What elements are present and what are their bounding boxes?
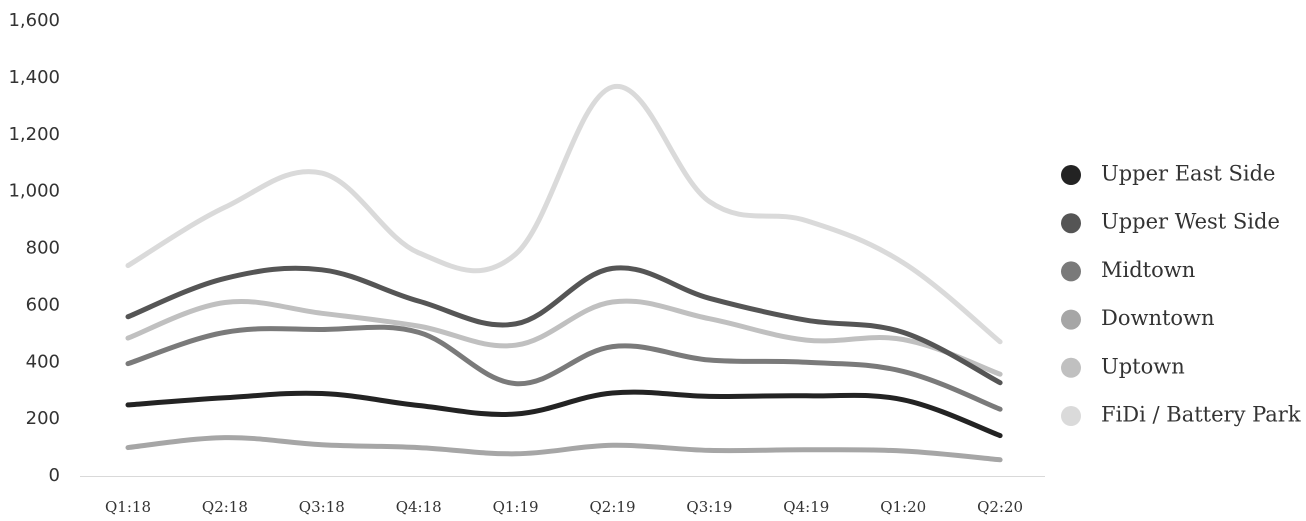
y-tick-label: 1,200 xyxy=(8,124,60,145)
legend-label: Uptown xyxy=(1101,354,1185,378)
legend-label: Downtown xyxy=(1101,306,1215,330)
legend-marker xyxy=(1061,309,1081,330)
legend-item: FiDi / Battery Park xyxy=(1061,403,1301,427)
legend-marker xyxy=(1061,406,1081,426)
x-tick-label: Q4:18 xyxy=(396,498,442,516)
legend-marker xyxy=(1061,165,1081,185)
y-tick-label: 400 xyxy=(26,351,60,372)
legend-label: Upper East Side xyxy=(1101,162,1275,186)
series-line-upper-west-side xyxy=(125,265,1003,386)
y-tick-label: 1,600 xyxy=(8,10,60,31)
series-lines xyxy=(125,84,1003,463)
x-tick-label: Q1:18 xyxy=(105,498,151,516)
legend-item: Upper West Side xyxy=(1061,210,1280,234)
y-tick-label: 200 xyxy=(26,408,60,429)
y-tick-label: 800 xyxy=(26,238,60,259)
chart-legend: Upper East Side Upper West Side Midtown Dow… xyxy=(1061,162,1301,427)
x-tick-label: Q3:18 xyxy=(299,498,345,516)
y-tick-label: 1,400 xyxy=(8,67,60,88)
y-tick-label: 600 xyxy=(26,294,60,315)
x-tick-label: Q4:19 xyxy=(783,498,829,516)
series-line-uptown xyxy=(125,298,1003,377)
x-tick-label: Q2:18 xyxy=(202,498,248,516)
series-line-midtown xyxy=(125,324,1003,412)
x-tick-label: Q2:20 xyxy=(977,498,1023,516)
series-line-downtown xyxy=(125,435,1003,463)
y-tick-label: 0 xyxy=(49,465,60,486)
legend-marker xyxy=(1061,213,1081,234)
series-line-fidi-battery-park xyxy=(125,84,1003,345)
series-line-upper-east-side xyxy=(125,389,1003,439)
legend-item: Downtown xyxy=(1061,306,1215,330)
y-axis-tick-labels: 0 200 400 600 800 1,000 1,200 1,400 1,600 xyxy=(8,10,60,486)
legend-item: Midtown xyxy=(1061,258,1195,282)
legend-marker xyxy=(1061,261,1081,282)
legend-marker xyxy=(1061,357,1081,378)
x-tick-label: Q1:19 xyxy=(493,498,539,516)
y-tick-label: 1,000 xyxy=(8,181,60,202)
legend-label: Midtown xyxy=(1101,258,1195,282)
x-axis-tick-labels: Q1:18 Q2:18 Q3:18 Q4:18 Q1:19 Q2:19 Q3:19 Q4:19… xyxy=(105,498,1023,516)
legend-label: Upper West Side xyxy=(1101,210,1280,234)
legend-label: FiDi / Battery Park xyxy=(1101,403,1301,427)
legend-item: Uptown xyxy=(1061,354,1185,378)
legend-item: Upper East Side xyxy=(1061,162,1275,186)
x-tick-label: Q3:19 xyxy=(686,498,732,516)
x-tick-label: Q1:20 xyxy=(880,498,926,516)
x-tick-label: Q2:19 xyxy=(590,498,636,516)
